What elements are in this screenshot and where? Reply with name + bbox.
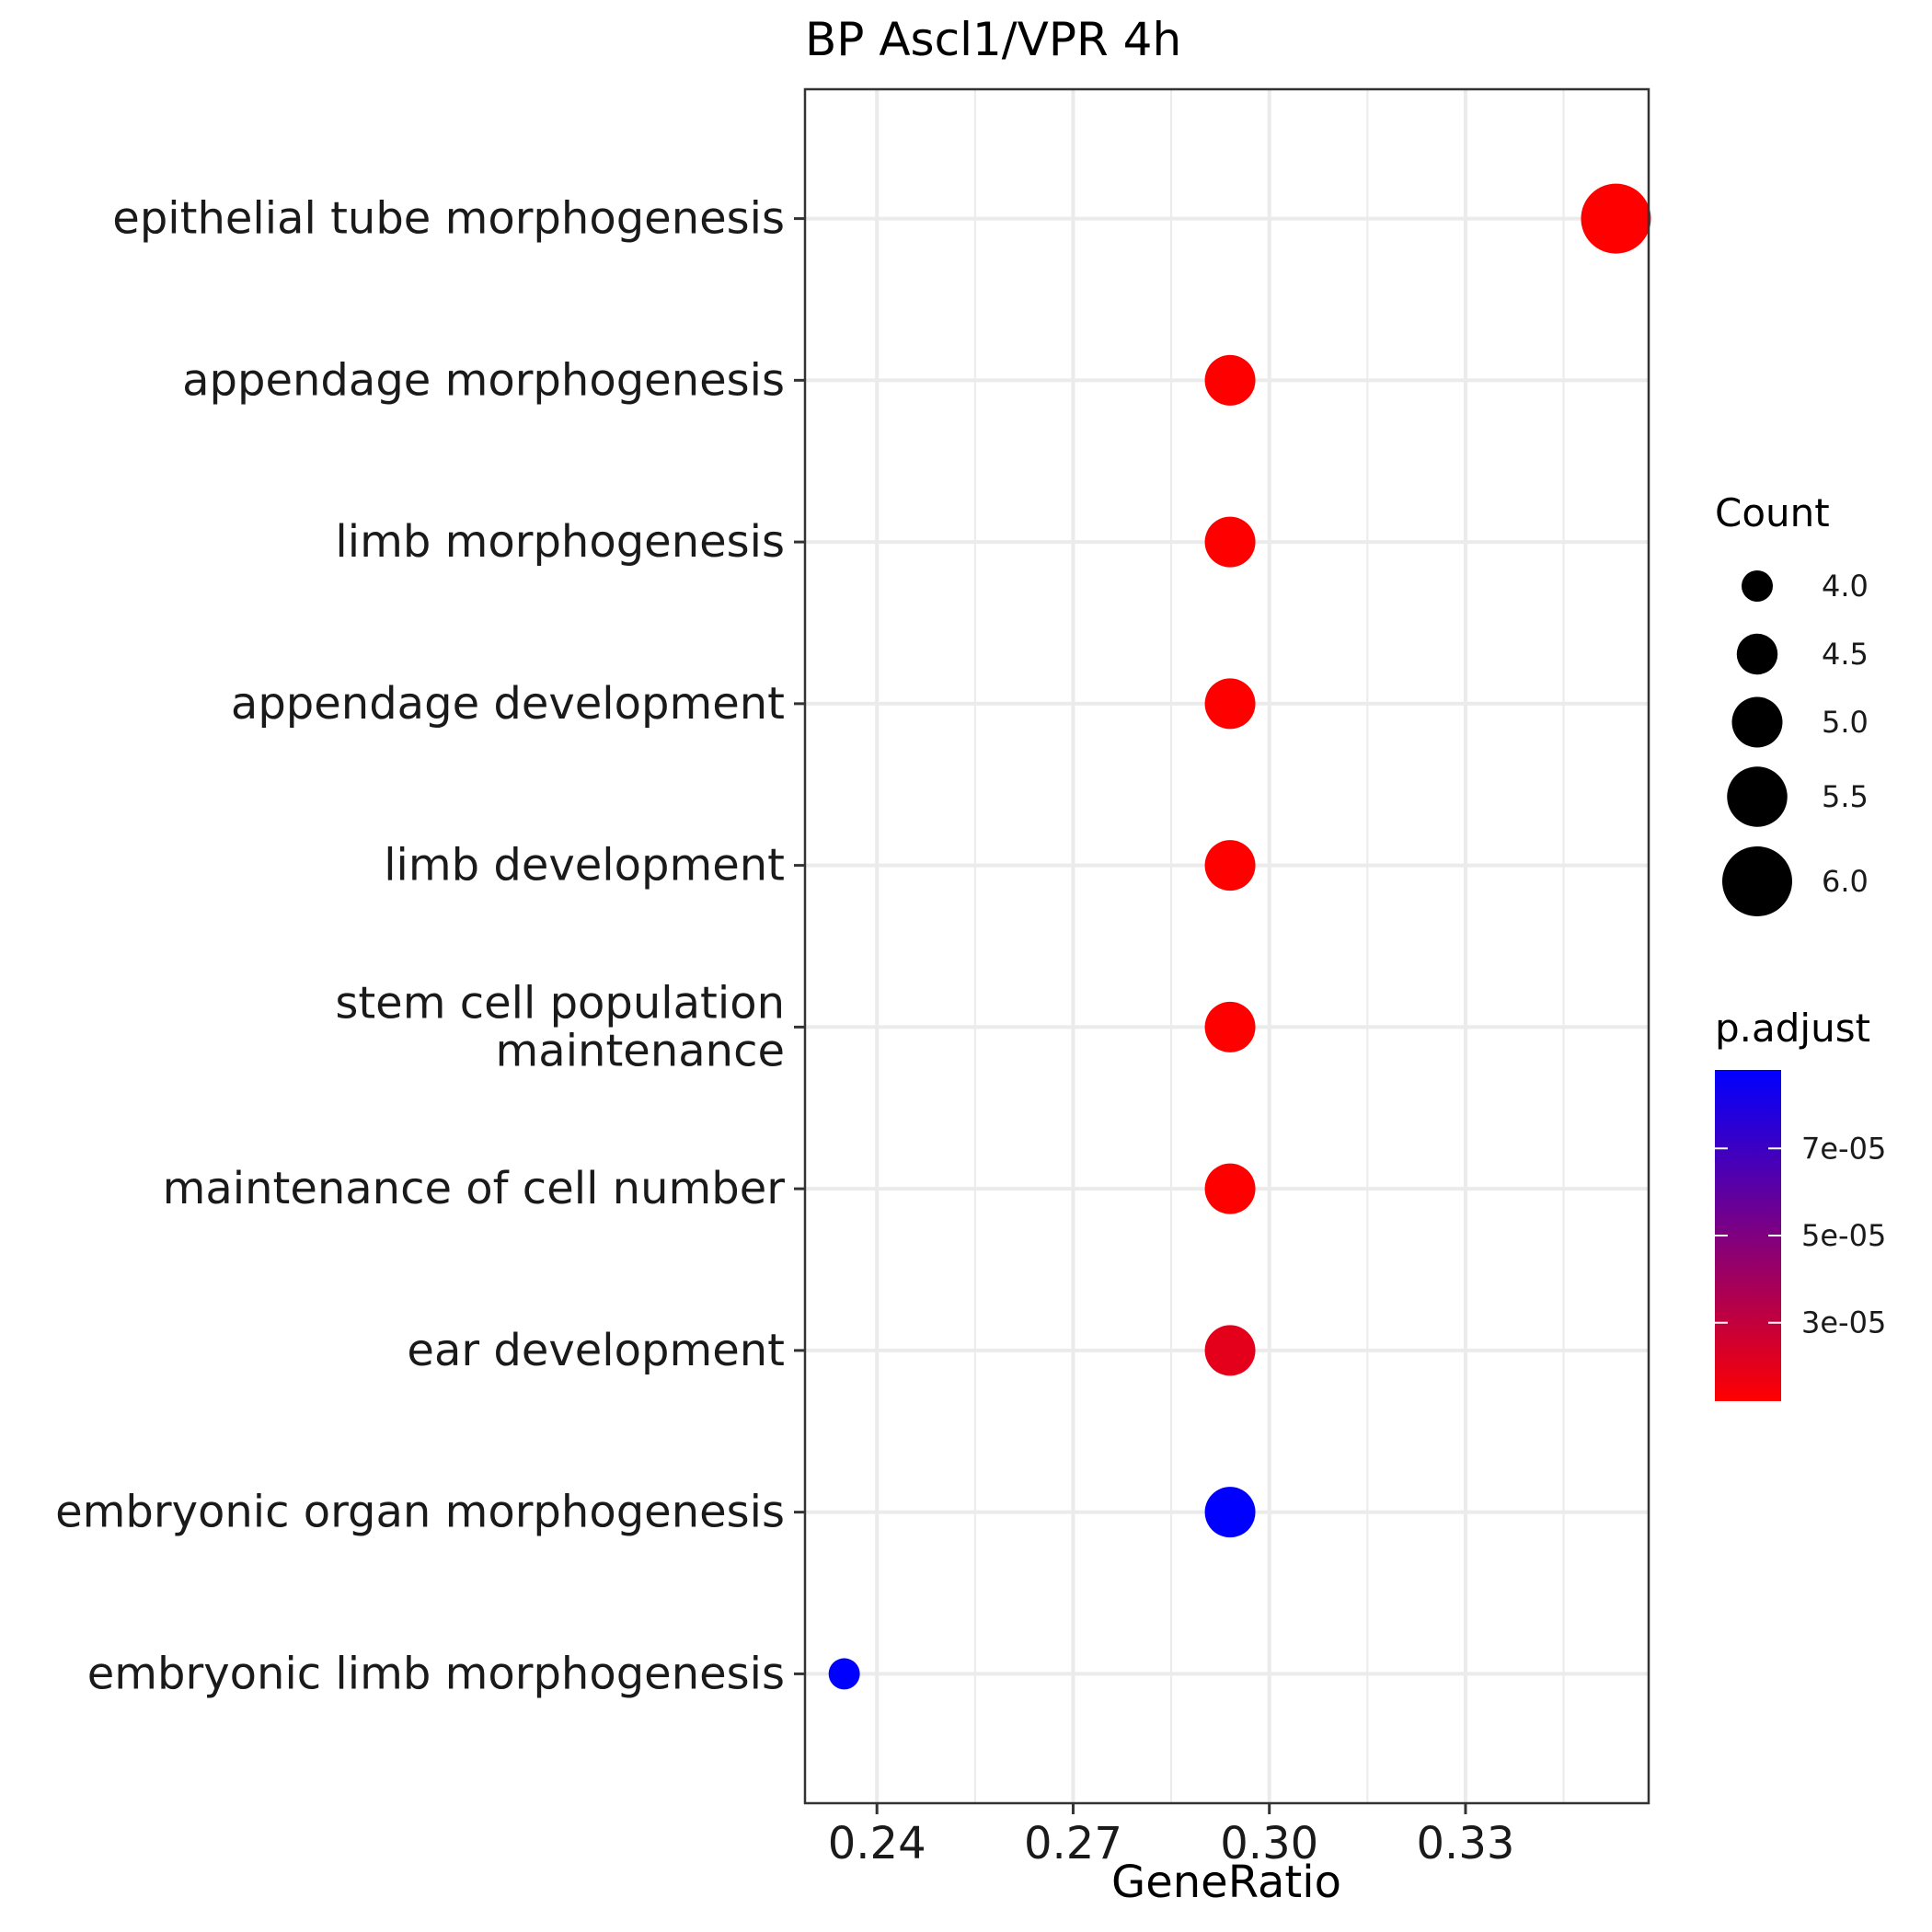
y-tick-label: maintenance of cell number — [163, 1163, 786, 1214]
panel-border — [803, 87, 1650, 1805]
x-tick-label: 0.27 — [1024, 1818, 1122, 1869]
count-legend: Count 4.0 4.5 5.0 5.5 6.0 — [1715, 490, 1869, 916]
count-legend-label: 4.0 — [1822, 569, 1869, 604]
p-adjust-legend-label: 7e-05 — [1801, 1131, 1886, 1166]
count-legend-label: 5.0 — [1822, 705, 1869, 740]
y-tick-label: embryonic limb morphogenesis — [87, 1648, 785, 1699]
y-tick-label: stem cell population maintenance — [335, 977, 785, 1076]
count-legend-label: 6.0 — [1822, 864, 1869, 899]
count-legend-label: 5.5 — [1822, 779, 1869, 814]
data-point — [1204, 354, 1256, 406]
x-tick-label: 0.33 — [1417, 1818, 1515, 1869]
count-legend-key — [1731, 696, 1783, 748]
y-tick-label: epithelial tube morphogenesis — [112, 193, 785, 245]
data-points — [828, 183, 1651, 1690]
count-legend-key — [1736, 633, 1778, 675]
data-point — [1204, 1325, 1256, 1376]
count-legend-title: Count — [1715, 490, 1830, 535]
y-tick-label: limb development — [384, 840, 785, 891]
data-point — [1204, 1163, 1256, 1214]
data-point — [1204, 1487, 1256, 1538]
data-point — [1204, 840, 1256, 891]
y-tick-label: ear development — [407, 1325, 785, 1376]
y-tick-label: appendage morphogenesis — [182, 354, 785, 406]
y-tick-label: limb morphogenesis — [335, 516, 785, 568]
count-legend-label: 4.5 — [1822, 637, 1869, 672]
data-point — [1204, 678, 1256, 730]
p-adjust-legend-label: 3e-05 — [1801, 1305, 1886, 1340]
data-point — [1204, 1001, 1256, 1052]
count-legend-key — [1722, 846, 1792, 916]
count-legend-key — [1727, 766, 1788, 827]
p-adjust-legend: p.adjust 7e-05 5e-05 3e-05 — [1715, 1006, 1886, 1401]
y-axis: epithelial tube morphogenesis appendage m… — [55, 193, 805, 1699]
data-point — [1581, 183, 1651, 254]
data-point — [1204, 516, 1256, 568]
x-tick-label: 0.30 — [1220, 1818, 1318, 1869]
x-tick-label: 0.24 — [828, 1818, 926, 1869]
count-legend-key — [1742, 570, 1773, 602]
data-point — [828, 1658, 860, 1690]
y-tick-label: appendage development — [231, 678, 785, 730]
y-tick-label: embryonic organ morphogenesis — [55, 1487, 785, 1538]
x-axis: 0.24 0.27 0.30 0.33 — [828, 1803, 1515, 1869]
chart-title: BP Ascl1/VPR 4h — [805, 13, 1181, 66]
grid — [805, 89, 1649, 1803]
p-adjust-legend-title: p.adjust — [1715, 1006, 1870, 1051]
p-adjust-legend-label: 5e-05 — [1801, 1218, 1886, 1253]
x-axis-title: GeneRatio — [1111, 1857, 1341, 1908]
